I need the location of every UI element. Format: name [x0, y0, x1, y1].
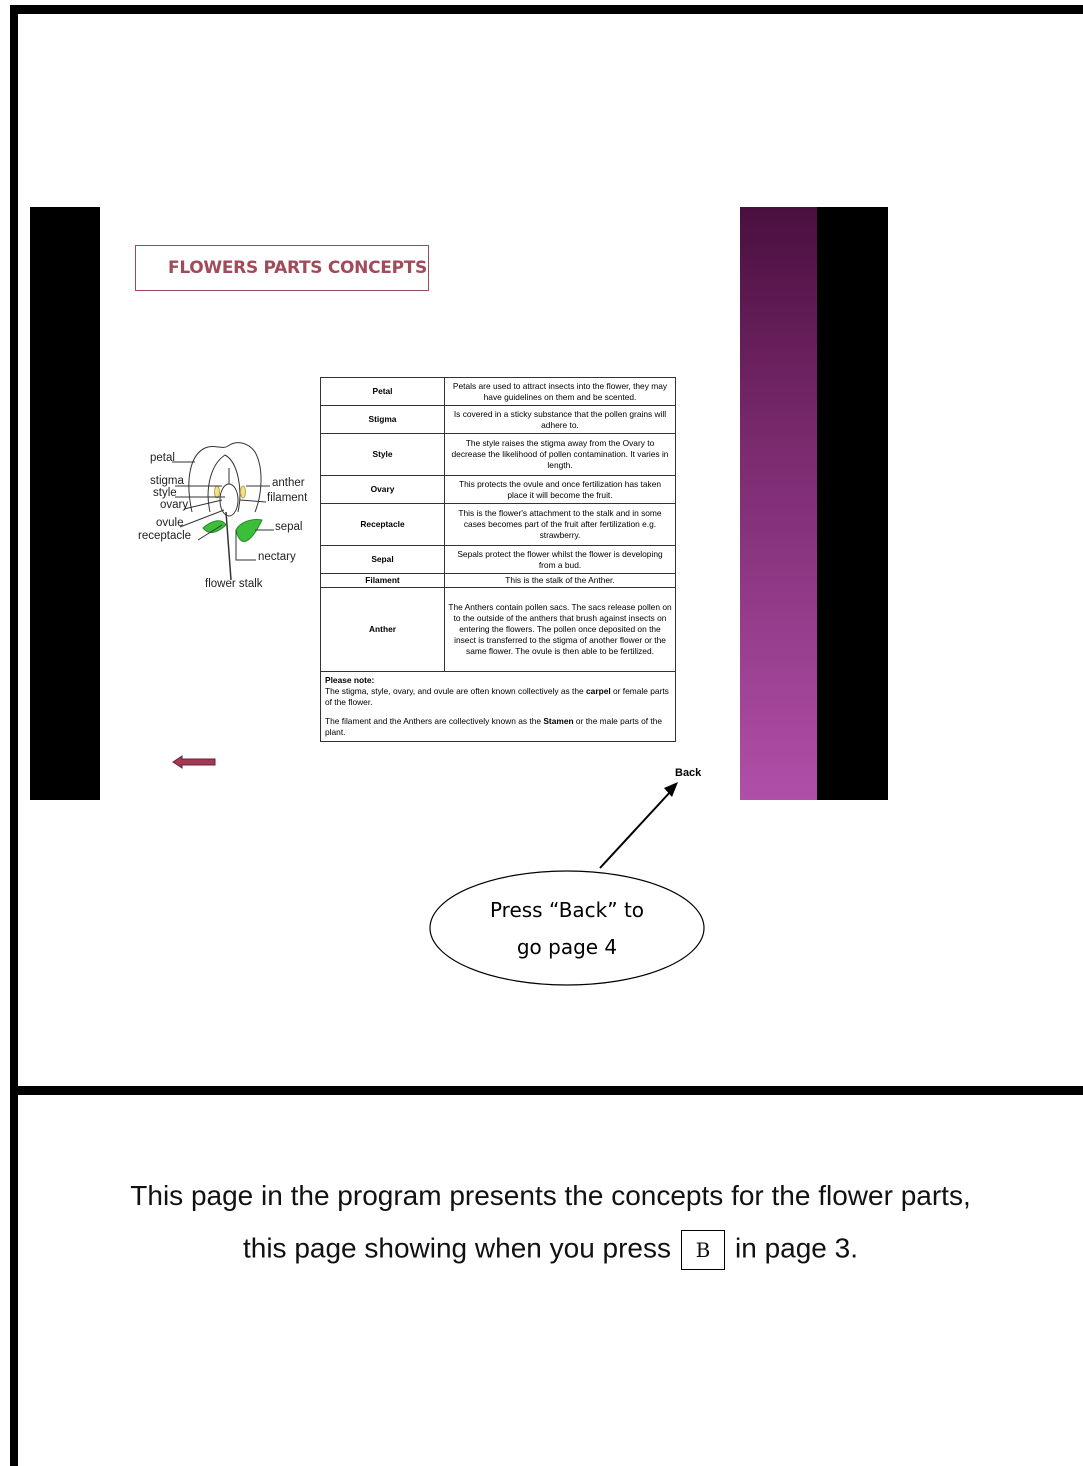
- term-cell: Anther: [320, 587, 445, 672]
- table-row: Filament This is the stalk of the Anther.: [320, 573, 676, 588]
- table-row: Stigma Is covered in a sticky substance t…: [320, 405, 676, 434]
- definition-cell: This is the flower's attachment to the s…: [444, 503, 676, 546]
- term-cell: Style: [320, 433, 445, 476]
- definition-cell: The Anthers contain pollen sacs. The sac…: [444, 587, 676, 672]
- key-box: B: [681, 1230, 726, 1270]
- table-row: Receptacle This is the flower's attachmen…: [320, 503, 676, 546]
- caption-text: in page 3.: [735, 1232, 859, 1264]
- definition-cell: Is covered in a sticky substance that th…: [444, 405, 676, 434]
- note-text: or the male parts of the plant.: [325, 715, 663, 737]
- back-button[interactable]: Back: [675, 767, 702, 779]
- note-text: Stamen: [543, 715, 574, 726]
- term-cell: Stigma: [320, 405, 445, 434]
- diagram-label: ovary: [160, 499, 188, 511]
- caption-text: this page showing when you press: [242, 1232, 672, 1264]
- table-row: Petal Petals are used to attract insects …: [320, 377, 676, 406]
- definition-cell: This is the stalk of the Anther.: [444, 573, 676, 588]
- note-text: or female parts of the flower.: [325, 685, 669, 707]
- callout-text: go page 4: [517, 935, 617, 959]
- callout-bubble: [429, 870, 705, 986]
- diagram-label: style: [153, 487, 177, 499]
- diagram-label: ovule: [156, 517, 184, 529]
- term-cell: Ovary: [320, 475, 445, 504]
- caption-line: This page in the program presents the co…: [130, 1180, 971, 1211]
- note-text: The filament and the Anthers are collect…: [325, 715, 544, 726]
- table-row: Sepal Sepals protect the flower whilst th…: [320, 545, 676, 574]
- table-row: Anther The Anthers contain pollen sacs. T…: [320, 587, 676, 672]
- note-row: Please note: The stigma, style, ovary, an…: [320, 671, 676, 742]
- note-heading: Please note:: [325, 675, 375, 685]
- diagram-label: filament: [267, 492, 308, 504]
- term-cell: Sepal: [320, 545, 445, 574]
- table-row: Ovary This protects the ovule and once fe…: [320, 475, 676, 504]
- diagram-label: flower stalk: [205, 578, 263, 590]
- definition-cell: This protects the ovule and once fertili…: [444, 475, 676, 504]
- screen-left-panel: [30, 207, 100, 800]
- callout-arrowhead: [664, 782, 678, 797]
- flower-diagram: [172, 442, 274, 581]
- diagram-label: stigma: [150, 475, 184, 487]
- definition-cell: The style raises the stigma away from th…: [444, 433, 676, 476]
- definition-cell: Sepals protect the flower whilst the flo…: [444, 545, 676, 574]
- back-arrow-icon[interactable]: [172, 755, 216, 769]
- purple-strip: [740, 207, 817, 800]
- diagram-label: nectary: [258, 551, 296, 563]
- term-cell: Petal: [320, 377, 445, 406]
- term-cell: Receptacle: [320, 503, 445, 546]
- frame-left: [10, 5, 18, 1466]
- diagram-label: anther: [272, 477, 305, 489]
- note-text: The stigma, style, ovary, and ovule are …: [325, 685, 586, 696]
- note-paragraph: The filament and the Anthers are collect…: [325, 716, 671, 738]
- diagram-label: sepal: [275, 521, 303, 533]
- diagram-label: receptacle: [138, 530, 191, 542]
- note-cell: Please note: The stigma, style, ovary, an…: [320, 671, 676, 742]
- slide-title: FLOWERS PARTS CONCEPTS: [135, 245, 429, 291]
- callout-text: Press “Back” to: [490, 898, 644, 922]
- table-row: Style The style raises the stigma away fr…: [320, 433, 676, 476]
- diagram-label: petal: [150, 452, 175, 464]
- definition-cell: Petals are used to attract insects into …: [444, 377, 676, 406]
- screen-right-panel: [817, 207, 888, 800]
- note-text: carpel: [586, 685, 611, 696]
- concepts-table: Petal Petals are used to attract insects …: [320, 377, 676, 742]
- note-paragraph: The stigma, style, ovary, and ovule are …: [325, 686, 671, 708]
- callout-pointer: [599, 789, 673, 869]
- term-cell: Filament: [320, 573, 445, 588]
- frame-top: [10, 5, 1083, 14]
- frame-divider: [10, 1086, 1083, 1095]
